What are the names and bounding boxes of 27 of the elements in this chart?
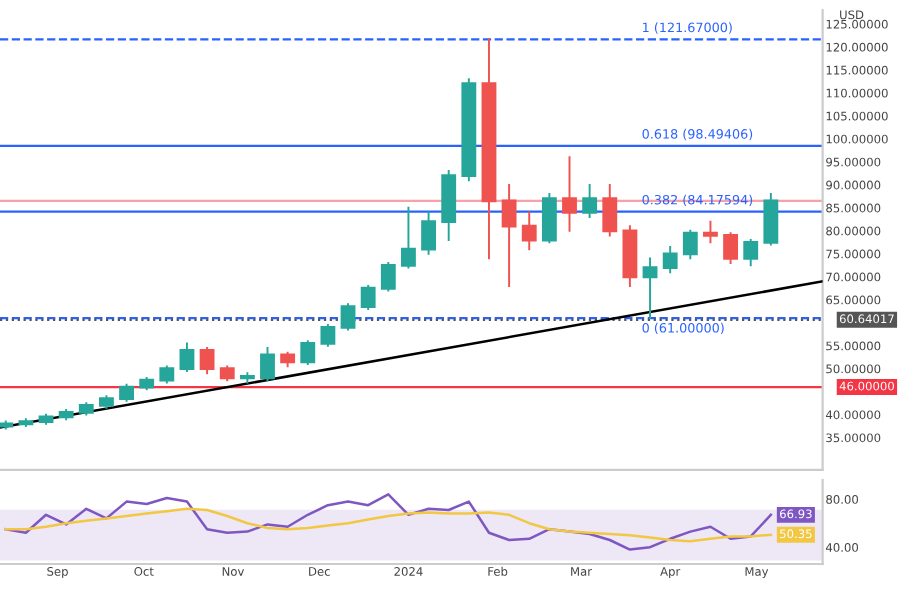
candlestick bbox=[763, 193, 779, 246]
candlestick bbox=[743, 239, 759, 267]
candlestick bbox=[521, 211, 537, 251]
candlestick bbox=[179, 342, 195, 372]
candlestick bbox=[360, 284, 376, 310]
candlestick bbox=[421, 211, 436, 255]
candlestick bbox=[380, 262, 396, 292]
candlestick bbox=[340, 303, 356, 331]
candlestick bbox=[199, 347, 215, 375]
candlestick bbox=[622, 225, 638, 287]
line-series bbox=[4, 493, 773, 551]
candlestick bbox=[562, 156, 577, 232]
candlestick bbox=[723, 232, 739, 264]
candlestick bbox=[642, 257, 658, 320]
candlestick bbox=[401, 206, 416, 269]
candlestick bbox=[501, 183, 517, 287]
candlestick bbox=[541, 193, 557, 244]
line-series bbox=[4, 507, 773, 543]
candlestick bbox=[320, 324, 336, 347]
candlestick bbox=[602, 183, 618, 237]
candlestick bbox=[703, 220, 718, 244]
candlestick bbox=[682, 229, 698, 260]
candlestick bbox=[260, 347, 275, 382]
candlestick bbox=[662, 245, 678, 274]
candlestick bbox=[441, 170, 457, 241]
candlestick bbox=[582, 183, 598, 218]
candlestick bbox=[300, 340, 316, 366]
